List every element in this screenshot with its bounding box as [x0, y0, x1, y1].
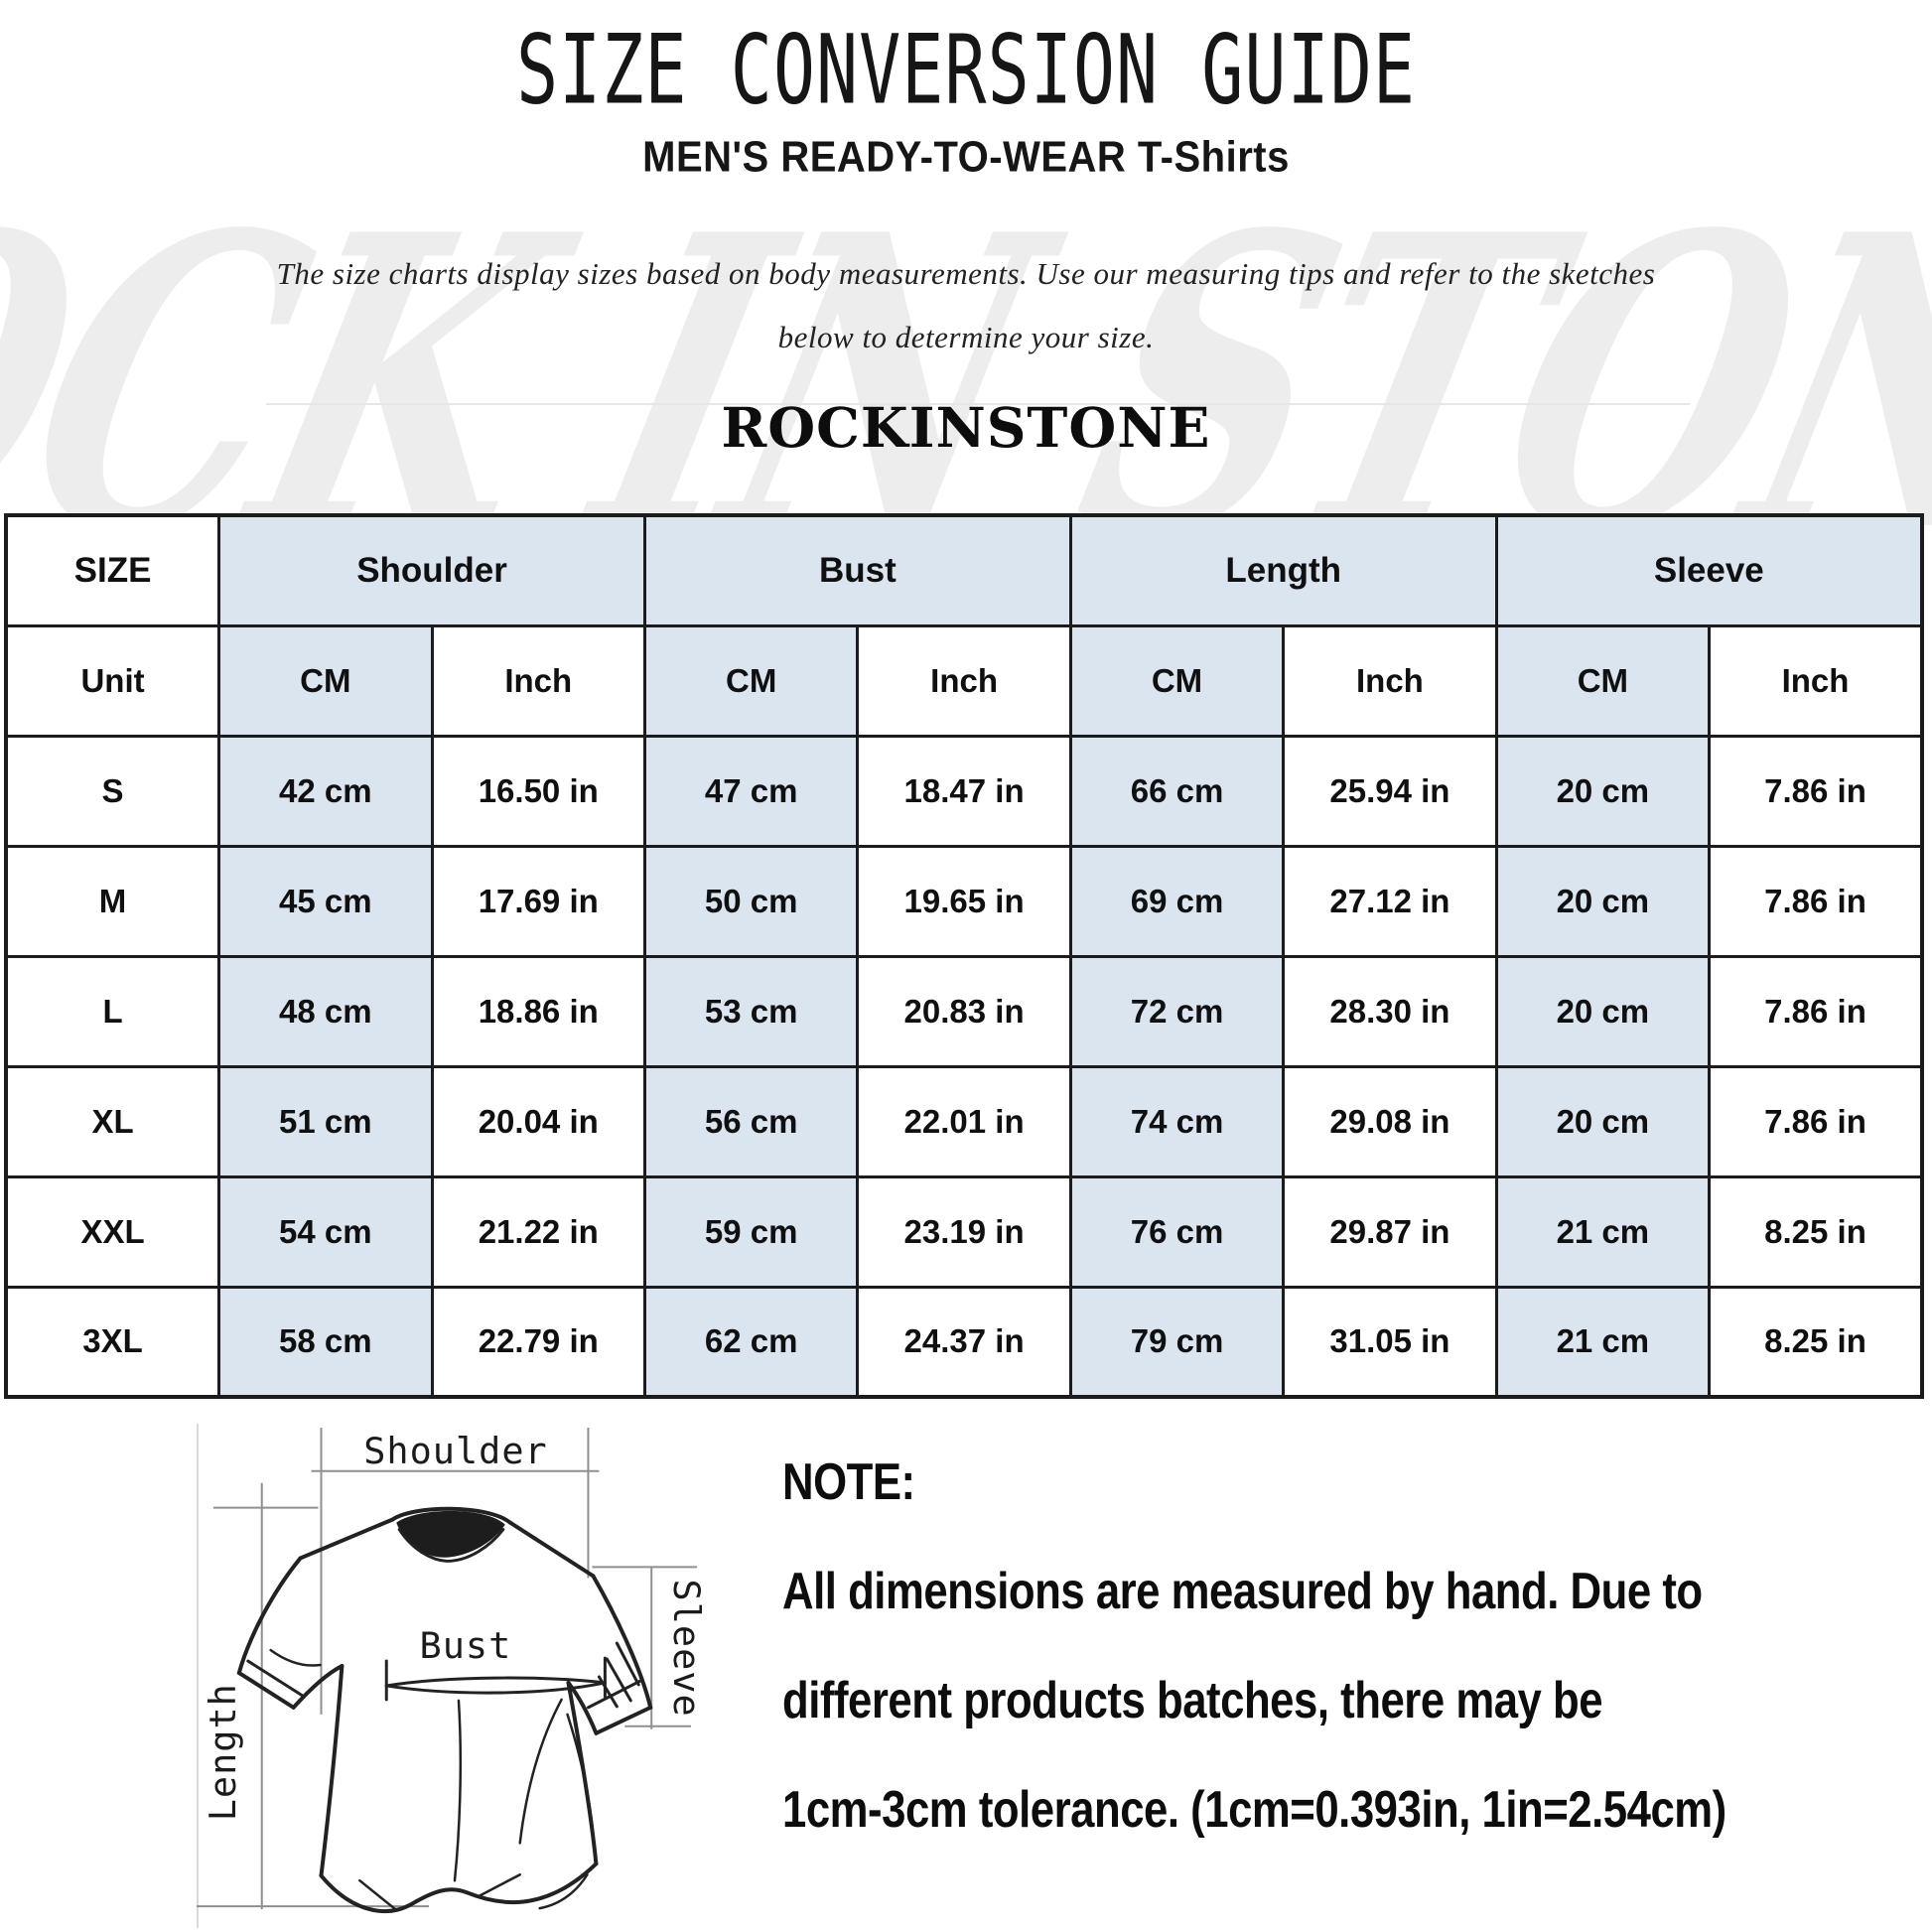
table-row: M 45 cm 17.69 in 50 cm 19.65 in 69 cm 27… [4, 844, 1924, 958]
page-title: SIZE CONVERSION GUIDE [515, 14, 1416, 127]
table-cell: 23.19 in [856, 1174, 1072, 1289]
table-cell: 8.25 in [1708, 1285, 1924, 1399]
table-cell: 79 cm [1068, 1285, 1286, 1399]
brand-name: ROCKINSTONE [721, 395, 1211, 460]
table-cell: 21.22 in [430, 1174, 646, 1289]
table-cell: 16.50 in [430, 734, 646, 848]
table-cell: 20.83 in [856, 954, 1072, 1068]
page-subtitle: MEN'S READY-TO-WEAR T-Shirts [642, 133, 1290, 182]
table-cell: 21 cm [1494, 1285, 1712, 1399]
unit-cell: CM [642, 623, 860, 738]
table-cell: 50 cm [642, 844, 860, 958]
description-line-2: below to determine your size. [777, 320, 1155, 354]
table-cell: 29.08 in [1282, 1064, 1498, 1178]
table-cell: 48 cm [217, 954, 434, 1068]
table-cell: 7.86 in [1708, 954, 1924, 1068]
table-cell: 20.04 in [430, 1064, 646, 1178]
table-cell: 22.79 in [430, 1285, 646, 1399]
table-cell: 20 cm [1494, 954, 1712, 1068]
unit-cell: Inch [430, 623, 646, 738]
unit-cell: Inch [856, 623, 1072, 738]
sketch-shoulder-label: Shoulder [363, 1430, 547, 1472]
unit-cell: CM [217, 623, 434, 738]
tshirt-sketch-svg: Shoulder Bust Length Sleeve [196, 1423, 708, 1929]
table-cell: 18.47 in [856, 734, 1072, 848]
table-row: XL 51 cm 20.04 in 56 cm 22.01 in 74 cm 2… [4, 1064, 1924, 1178]
table-cell: 58 cm [217, 1285, 434, 1399]
table-cell: 7.86 in [1708, 844, 1924, 958]
size-label: L [4, 954, 221, 1068]
header-length: Length [1068, 513, 1498, 627]
table-cell: 20 cm [1494, 1064, 1712, 1178]
table-cell: 7.86 in [1708, 1064, 1924, 1178]
tshirt-outline [236, 1506, 653, 1913]
table-cell: 8.25 in [1708, 1174, 1924, 1289]
size-label: XL [4, 1064, 221, 1178]
collar-fill [396, 1510, 505, 1558]
sketch-bust-label: Bust [420, 1624, 512, 1667]
table-cell: 19.65 in [856, 844, 1072, 958]
unit-cell: Inch [1708, 623, 1924, 738]
table-cell: 22.01 in [856, 1064, 1072, 1178]
size-label: S [4, 734, 221, 848]
unit-cell: CM [1068, 623, 1286, 738]
table-cell: 74 cm [1068, 1064, 1286, 1178]
table-cell: 42 cm [217, 734, 434, 848]
table-cell: 59 cm [642, 1174, 860, 1289]
table-cell: 62 cm [642, 1285, 860, 1399]
dimension-lines [196, 1427, 698, 1910]
table-cell: 24.37 in [856, 1285, 1072, 1399]
table-cell: 72 cm [1068, 954, 1286, 1068]
note-line: different products batches, there may be [782, 1670, 1603, 1729]
table-cell: 56 cm [642, 1064, 860, 1178]
table-row: 3XL 58 cm 22.79 in 62 cm 24.37 in 79 cm … [4, 1285, 1924, 1399]
table-cell: 29.87 in [1282, 1174, 1498, 1289]
sketch-length-label: Length [202, 1683, 244, 1821]
size-label: 3XL [4, 1285, 221, 1399]
sketch-sleeve-label: Sleeve [665, 1580, 708, 1718]
note-heading: NOTE: [782, 1451, 915, 1511]
header-bust: Bust [642, 513, 1072, 627]
table-cell: 69 cm [1068, 844, 1286, 958]
header-size: SIZE [4, 513, 221, 627]
table-unit-row: Unit CM Inch CM Inch CM Inch CM Inch [4, 623, 1924, 738]
table-cell: 28.30 in [1282, 954, 1498, 1068]
table-cell: 45 cm [217, 844, 434, 958]
unit-label: Unit [4, 623, 221, 738]
header-shoulder: Shoulder [217, 513, 646, 627]
table-cell: 51 cm [217, 1064, 434, 1178]
table-row: S 42 cm 16.50 in 47 cm 18.47 in 66 cm 25… [4, 734, 1924, 848]
table-cell: 17.69 in [430, 844, 646, 958]
table-cell: 76 cm [1068, 1174, 1286, 1289]
table-cell: 20 cm [1494, 734, 1712, 848]
table-cell: 27.12 in [1282, 844, 1498, 958]
table-cell: 21 cm [1494, 1174, 1712, 1289]
table-cell: 47 cm [642, 734, 860, 848]
table-cell: 7.86 in [1708, 734, 1924, 848]
unit-cell: Inch [1282, 623, 1498, 738]
divider-line [266, 403, 1690, 405]
table-cell: 54 cm [217, 1174, 434, 1289]
table-row: L 48 cm 18.86 in 53 cm 20.83 in 72 cm 28… [4, 954, 1924, 1068]
size-label: M [4, 844, 221, 958]
note-line: 1cm-3cm tolerance. (1cm=0.393in, 1in=2.5… [782, 1779, 1726, 1839]
table-cell: 25.94 in [1282, 734, 1498, 848]
description-line-1: The size charts display sizes based on b… [276, 256, 1656, 291]
note-line: All dimensions are measured by hand. Due… [782, 1561, 1703, 1620]
header-sleeve: Sleeve [1494, 513, 1924, 627]
table-cell: 31.05 in [1282, 1285, 1498, 1399]
table-cell: 53 cm [642, 954, 860, 1068]
tshirt-measurement-sketch: Shoulder Bust Length Sleeve [151, 1418, 747, 1932]
table-header-row: SIZE Shoulder Bust Length Sleeve [4, 513, 1924, 627]
size-chart-table: SIZE Shoulder Bust Length Sleeve Unit CM… [4, 513, 1924, 1399]
table-cell: 18.86 in [430, 954, 646, 1068]
unit-cell: CM [1494, 623, 1712, 738]
table-cell: 66 cm [1068, 734, 1286, 848]
note-block: NOTE: All dimensions are measured by han… [782, 1451, 1874, 1894]
table-cell: 20 cm [1494, 844, 1712, 958]
table-row: XXL 54 cm 21.22 in 59 cm 23.19 in 76 cm … [4, 1174, 1924, 1289]
size-label: XXL [4, 1174, 221, 1289]
